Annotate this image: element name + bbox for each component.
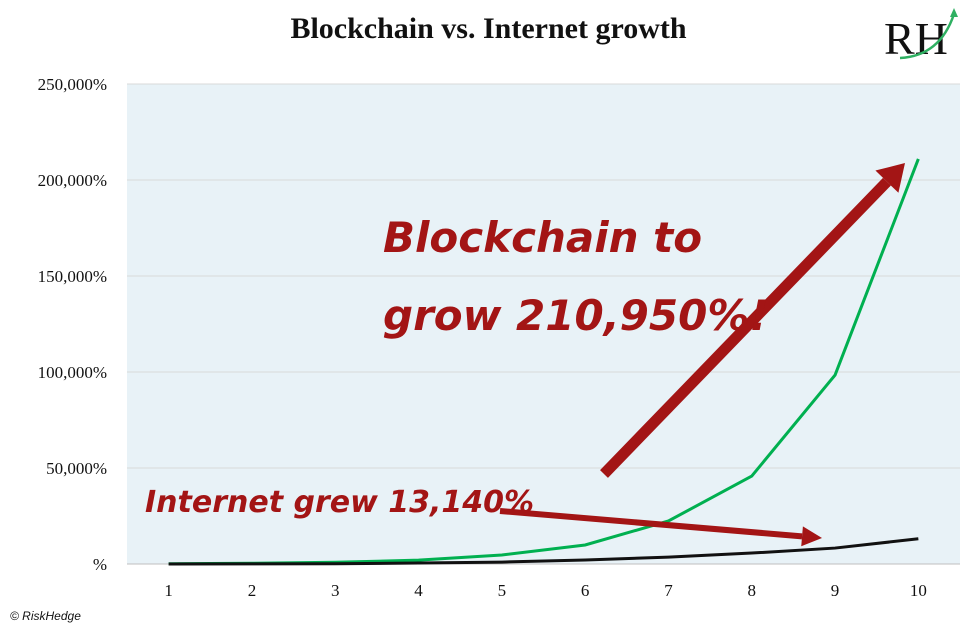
y-tick-label: 100,000%: [38, 363, 107, 382]
x-tick-label: 7: [664, 581, 673, 600]
y-tick-label: 250,000%: [38, 75, 107, 94]
internet-arrow-head: [801, 526, 822, 547]
x-tick-label: 2: [248, 581, 257, 600]
blockchain-annotation-line2: grow 210,950%!: [383, 291, 769, 340]
x-tick-label: 3: [331, 581, 340, 600]
copyright-text: © RiskHedge: [10, 609, 81, 623]
x-tick-label: 6: [581, 581, 590, 600]
y-tick-label: %: [93, 555, 107, 574]
riskhedge-logo: RH: [884, 8, 958, 62]
internet-arrow: [499, 508, 822, 547]
x-tick-label: 1: [164, 581, 173, 600]
y-tick-label: 150,000%: [38, 267, 107, 286]
y-tick-label: 50,000%: [46, 459, 107, 478]
x-tick-label: 8: [748, 581, 757, 600]
x-tick-label: 4: [414, 581, 423, 600]
x-tick-label: 9: [831, 581, 840, 600]
x-tick-label: 5: [498, 581, 507, 600]
blockchain-arrow: [600, 163, 905, 478]
y-tick-label: 200,000%: [38, 171, 107, 190]
internet-annotation: Internet grew 13,140%: [145, 485, 534, 520]
plot-area: [127, 84, 960, 564]
chart-title: Blockchain vs. Internet growth: [290, 12, 687, 45]
blockchain-annotation-line1: Blockchain to: [383, 213, 702, 262]
blockchain-arrow-head: [875, 163, 905, 193]
internet-arrow-shaft: [499, 508, 803, 540]
svg-text:RH: RH: [884, 13, 948, 62]
series-line-2: [168, 537, 919, 566]
blockchain-arrow-shaft: [600, 177, 891, 478]
x-tick-label: 10: [910, 581, 927, 600]
